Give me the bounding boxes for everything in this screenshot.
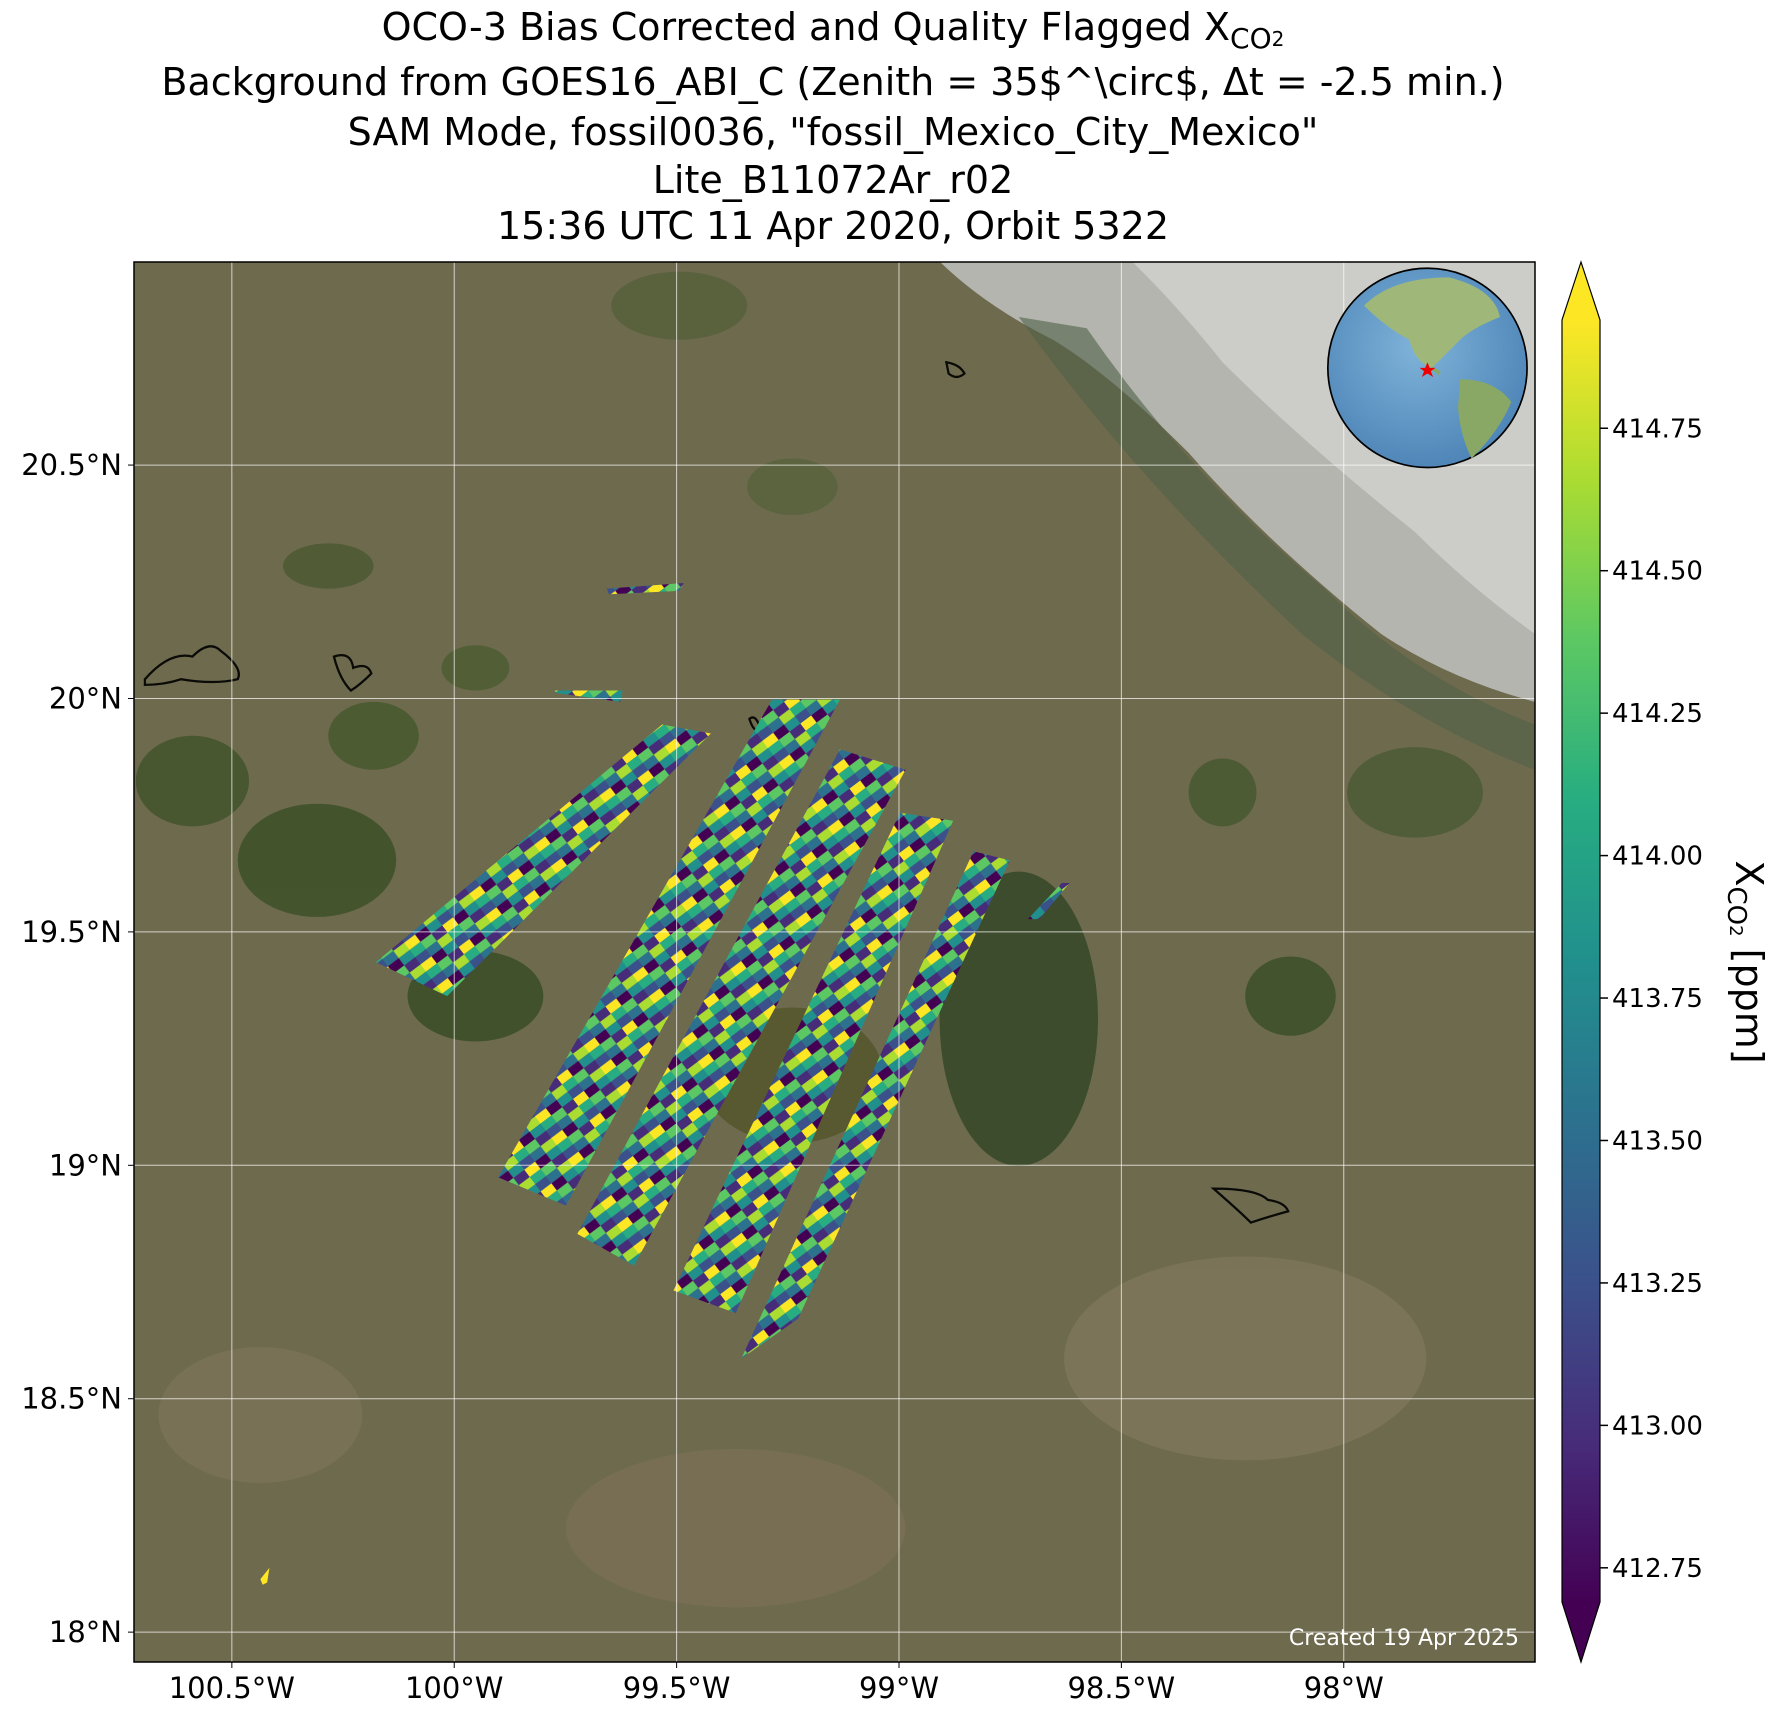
y-tick-label: 19.5°N xyxy=(21,915,122,949)
colorbar-label-subsubscript: 2 xyxy=(1725,925,1746,936)
colorbar-tick-label: 412.75 xyxy=(1612,1554,1703,1584)
subtitle: SAM Mode, fossil0036, "fossil_Mexico_Cit… xyxy=(348,110,1319,154)
y-tick-label: 20°N xyxy=(49,681,122,715)
x-tick-label: 98°W xyxy=(1304,1671,1384,1705)
background-imagery xyxy=(134,262,1535,1662)
title-subscript: CO xyxy=(1230,22,1272,55)
colorbar-tick-label: 414.25 xyxy=(1612,699,1703,729)
y-tick-label: 18°N xyxy=(49,1615,122,1649)
title: OCO-3 Bias Corrected and Quality Flagged… xyxy=(382,5,1285,55)
colorbar-tick-label: 413.25 xyxy=(1612,1269,1703,1299)
globe-inset xyxy=(1326,267,1528,469)
x-tick-label: 100°W xyxy=(405,1671,504,1705)
colorbar-label-main: X xyxy=(1727,860,1771,886)
y-tick-label: 18.5°N xyxy=(21,1382,122,1416)
y-tick-label: 20.5°N xyxy=(21,448,122,482)
plot-frame xyxy=(133,261,1536,1663)
colorbar-tick-label: 413.75 xyxy=(1612,984,1703,1014)
colorbar-tick-label: 414.00 xyxy=(1612,842,1703,872)
colorbar-label-unit: [ppm] xyxy=(1727,937,1771,1064)
subtitle: Lite_B11072Ar_r02 xyxy=(653,158,1014,202)
colorbar-outline xyxy=(1561,260,1601,1664)
colorbar-body xyxy=(1562,320,1600,1602)
x-tick-label: 98.5°W xyxy=(1067,1671,1175,1705)
colorbar-tick-label: 413.00 xyxy=(1612,1411,1703,1441)
subtitle: Background from GOES16_ABI_C (Zenith = 3… xyxy=(161,60,1504,104)
x-tick-label: 99.5°W xyxy=(623,1671,731,1705)
x-tick-label: 100.5°W xyxy=(169,1671,295,1705)
colorbar-tick-label: 414.50 xyxy=(1612,557,1703,587)
x-tick-label: 99°W xyxy=(859,1671,939,1705)
colorbar-tick-label: 414.75 xyxy=(1612,414,1703,444)
footnote: Created 19 Apr 2025 xyxy=(1289,1626,1519,1651)
title-subsubscript: 2 xyxy=(1272,27,1285,51)
y-tick-label: 19°N xyxy=(49,1148,122,1182)
colorbar-tick-label: 413.50 xyxy=(1612,1126,1703,1156)
title-main: OCO-3 Bias Corrected and Quality Flagged… xyxy=(382,5,1230,49)
colorbar-label-subscript: CO xyxy=(1721,886,1751,925)
colorbar-label: XCO2 [ppm] xyxy=(1721,860,1771,1063)
colorbar-extend-min xyxy=(1562,1602,1600,1662)
subtitle: 15:36 UTC 11 Apr 2020, Orbit 5322 xyxy=(497,204,1169,248)
colorbar-extend-max xyxy=(1562,262,1600,320)
